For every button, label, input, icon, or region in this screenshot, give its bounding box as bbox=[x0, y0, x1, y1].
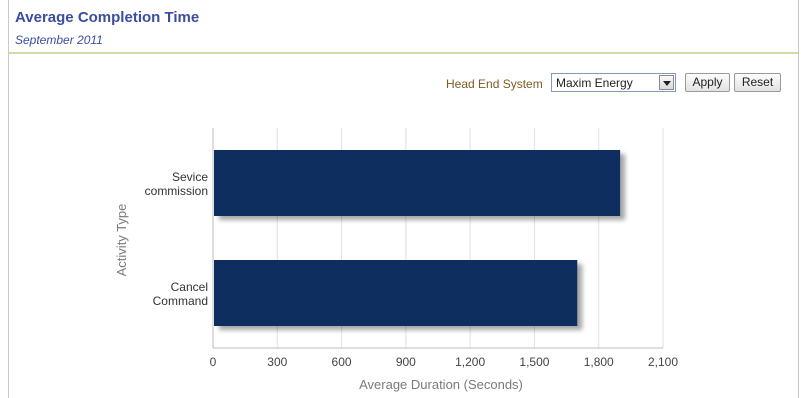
reset-button[interactable]: Reset bbox=[734, 73, 781, 92]
x-tick-label: 0 bbox=[210, 355, 217, 369]
x-tick-label: 600 bbox=[332, 355, 352, 369]
bar-2[interactable] bbox=[214, 260, 578, 326]
x-tick-label: 2,100 bbox=[648, 355, 678, 369]
report-panel: Average Completion Time September 2011 H… bbox=[8, 0, 799, 398]
category-label: Sevice commission bbox=[145, 170, 209, 198]
x-tick-label: 300 bbox=[267, 355, 287, 369]
head-end-system-label: Head End System bbox=[446, 77, 543, 91]
bar-1[interactable] bbox=[214, 150, 621, 216]
x-axis-title: Average Duration (Seconds) bbox=[359, 377, 523, 392]
x-tick-label: 1,800 bbox=[584, 355, 614, 369]
x-tick-label: 900 bbox=[396, 355, 416, 369]
category-label: Cancel Command bbox=[153, 280, 208, 308]
head-end-system-value: Maxim Energy bbox=[556, 76, 633, 90]
page-subtitle: September 2011 bbox=[15, 33, 103, 47]
head-end-system-select[interactable]: Maxim Energy bbox=[551, 73, 676, 92]
x-tick-label: 1,200 bbox=[455, 355, 485, 369]
page-title: Average Completion Time bbox=[15, 9, 200, 26]
chevron-down-icon[interactable] bbox=[659, 75, 674, 90]
y-axis-title: Activity Type bbox=[114, 204, 129, 277]
apply-button[interactable]: Apply bbox=[685, 73, 730, 92]
x-tick-label: 1,500 bbox=[519, 355, 549, 369]
report-header: Average Completion Time September 2011 bbox=[9, 0, 798, 54]
